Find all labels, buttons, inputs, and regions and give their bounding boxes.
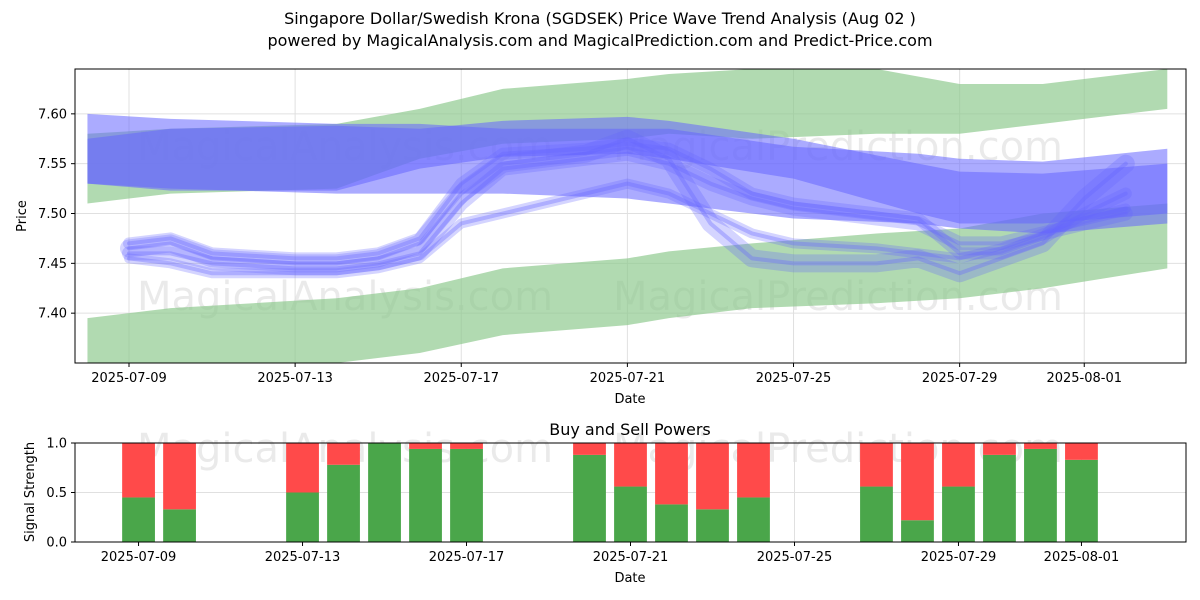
buy-power-bar bbox=[1065, 459, 1098, 542]
buy-power-bar bbox=[122, 497, 155, 542]
price-bands bbox=[87, 69, 1168, 363]
signal-x-tick-label: 2025-08-01 bbox=[1044, 550, 1120, 565]
buy-power-bar bbox=[655, 504, 688, 542]
signal-x-tick-label: 2025-07-29 bbox=[921, 550, 997, 565]
signal-y-tick-label: 0.5 bbox=[46, 486, 67, 501]
sell-power-bar bbox=[163, 443, 196, 510]
signal-x-tick-label: 2025-07-13 bbox=[265, 550, 341, 565]
buy-power-bar bbox=[737, 497, 770, 542]
chart-title: Singapore Dollar/Swedish Krona (SGDSEK) … bbox=[284, 9, 916, 28]
signal-axis-ticks: 2025-07-09 2025-07-13 2025-07-17 2025-07-21… bbox=[46, 437, 1119, 566]
sell-power-bar bbox=[901, 443, 934, 521]
buy-power-bar bbox=[573, 454, 606, 542]
price-x-tick-label: 2025-07-17 bbox=[423, 371, 499, 386]
buy-power-bar bbox=[327, 464, 360, 542]
signal-chart-title: Buy and Sell Powers bbox=[549, 420, 711, 439]
price-wave-line bbox=[123, 178, 1131, 279]
buy-power-bar bbox=[860, 486, 893, 542]
price-y-tick-label: 7.40 bbox=[38, 307, 67, 322]
price-wave-line bbox=[119, 129, 1135, 283]
price-wave-line-core bbox=[126, 181, 1128, 276]
sell-power-bar bbox=[860, 443, 893, 487]
sell-power-bar bbox=[327, 443, 360, 465]
price-y-tick-label: 7.55 bbox=[38, 157, 67, 172]
price-y-tick-label: 7.45 bbox=[38, 257, 67, 272]
sell-power-bar bbox=[942, 443, 975, 487]
price-x-tick-label: 2025-07-21 bbox=[590, 371, 666, 386]
signal-y-axis-label: Signal Strength bbox=[23, 442, 38, 542]
buy-power-bar bbox=[450, 448, 483, 542]
signal-x-tick-label: 2025-07-21 bbox=[593, 550, 669, 565]
price-x-axis-label: Date bbox=[614, 392, 645, 407]
buy-power-bar bbox=[163, 509, 196, 542]
price-wave-lines bbox=[119, 129, 1135, 283]
sell-power-bar bbox=[409, 443, 442, 449]
buy-power-bar bbox=[614, 486, 647, 542]
sell-power-bar bbox=[655, 443, 688, 505]
chart-subtitle: powered by MagicalAnalysis.com and Magic… bbox=[267, 31, 933, 50]
price-y-axis-label: Price bbox=[15, 200, 30, 232]
price-wave-line bbox=[122, 137, 1132, 265]
buy-power-bar bbox=[942, 486, 975, 542]
sell-power-bar bbox=[286, 443, 319, 493]
buy-power-bar bbox=[286, 492, 319, 542]
sell-power-bar bbox=[983, 443, 1016, 455]
price-band-green bbox=[87, 203, 1168, 363]
sell-power-bar bbox=[696, 443, 729, 510]
signal-y-tick-label: 1.0 bbox=[46, 437, 67, 452]
price-wave-line bbox=[121, 146, 1133, 276]
signal-bars bbox=[122, 443, 1098, 542]
price-wave-line-core bbox=[126, 136, 1128, 276]
price-y-tick-label: 7.50 bbox=[38, 207, 67, 222]
signal-x-axis-label: Date bbox=[614, 571, 645, 586]
price-band-blue bbox=[87, 116, 1168, 224]
signal-y-tick-label: 0.0 bbox=[46, 536, 67, 551]
sell-power-bar bbox=[1065, 443, 1098, 460]
buy-power-bar bbox=[696, 509, 729, 542]
signal-x-tick-label: 2025-07-17 bbox=[429, 550, 505, 565]
sell-power-bar bbox=[122, 443, 155, 498]
signal-x-tick-label: 2025-07-25 bbox=[757, 550, 833, 565]
price-x-tick-label: 2025-07-29 bbox=[922, 371, 998, 386]
price-plot-frame bbox=[74, 68, 1187, 364]
price-x-tick-label: 2025-07-13 bbox=[257, 371, 333, 386]
price-x-tick-label: 2025-08-01 bbox=[1046, 371, 1122, 386]
buy-power-bar bbox=[368, 443, 401, 542]
sell-power-bar bbox=[737, 443, 770, 498]
buy-power-bar bbox=[409, 448, 442, 542]
signal-x-tick-label: 2025-07-09 bbox=[101, 550, 177, 565]
price-x-tick-label: 2025-07-25 bbox=[756, 371, 832, 386]
sell-power-bar bbox=[1024, 443, 1057, 449]
buy-power-bar bbox=[983, 454, 1016, 542]
buy-power-bar bbox=[901, 520, 934, 542]
price-wave-line-core bbox=[126, 141, 1128, 261]
price-axis-ticks: 2025-07-09 2025-07-13 2025-07-17 2025-07-21… bbox=[38, 107, 1122, 386]
buy-power-bar bbox=[1024, 448, 1057, 542]
sell-power-bar bbox=[573, 443, 606, 455]
price-y-tick-label: 7.60 bbox=[38, 107, 67, 122]
sell-power-bar bbox=[450, 443, 483, 449]
price-x-tick-label: 2025-07-09 bbox=[91, 371, 167, 386]
price-wave-line-core bbox=[126, 151, 1128, 271]
sell-power-bar bbox=[614, 443, 647, 487]
